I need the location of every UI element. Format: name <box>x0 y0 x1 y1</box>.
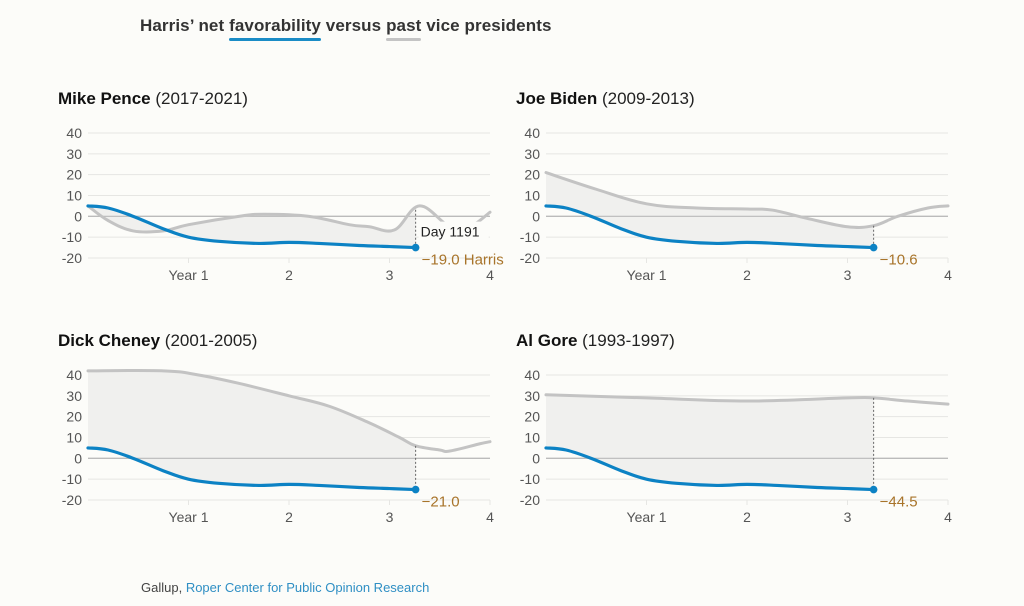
y-tick-label: 0 <box>532 208 540 224</box>
y-tick-label: 10 <box>524 430 540 446</box>
fill-between-area <box>546 394 874 490</box>
x-tick-label: 4 <box>486 509 494 525</box>
y-tick-label: 10 <box>524 188 540 204</box>
y-tick-label: 20 <box>524 167 540 183</box>
fill-between-area <box>88 205 416 248</box>
y-tick-label: 20 <box>66 167 82 183</box>
x-tick-label: 4 <box>486 267 494 283</box>
x-tick-label: 2 <box>285 267 293 283</box>
x-tick-label: Year 1 <box>627 267 667 283</box>
title-middle: versus <box>320 16 387 35</box>
vp-name: Mike Pence <box>58 89 151 108</box>
y-tick-label: 20 <box>66 409 82 425</box>
chart-svg: 40 30 20 10 0 -10 -20 Year 1 2 3 4 −10.6 <box>520 125 952 283</box>
y-tick-label: -20 <box>62 492 82 508</box>
y-tick-label: 40 <box>524 367 540 383</box>
difference-label: −10.6 <box>880 252 918 269</box>
panel-gore: Al Gore (1993-1997) 40 30 20 10 0 -10 -20 Year … <box>516 331 996 561</box>
x-tick-label: 3 <box>844 509 852 525</box>
y-tick-label: -20 <box>520 492 540 508</box>
source-text: Gallup, <box>141 580 186 595</box>
chart-svg: 40 30 20 10 0 -10 -20 Year 1 2 3 4 Day 1191 −19.0 Ha… <box>62 125 504 283</box>
y-tick-label: 0 <box>532 450 540 466</box>
y-tick-label: 30 <box>524 146 540 162</box>
y-tick-label: 30 <box>66 388 82 404</box>
vp-name: Al Gore <box>516 331 578 350</box>
source-note: Gallup, Roper Center for Public Opinion … <box>141 580 429 595</box>
fill-between-area <box>88 370 416 490</box>
harris-end-point <box>411 243 420 252</box>
x-tick-label: Year 1 <box>169 509 209 525</box>
title-suffix: vice presidents <box>421 16 552 35</box>
past-vp-line <box>544 393 950 406</box>
y-tick-label: -20 <box>62 250 82 266</box>
x-tick-label: 4 <box>944 267 952 283</box>
difference-label: −21.0 <box>422 494 460 511</box>
x-tick-label: 3 <box>386 509 394 525</box>
y-tick-label: -10 <box>520 229 540 245</box>
past-vp-line <box>544 171 950 229</box>
vp-years: (2017-2021) <box>155 89 248 108</box>
past-vp-line <box>86 368 492 453</box>
title-harris-key: favorability <box>229 16 321 41</box>
vp-years: (2009-2013) <box>601 89 695 108</box>
y-tick-label: 40 <box>524 125 540 141</box>
x-tick-label: 2 <box>743 267 751 283</box>
harris-line <box>544 204 876 250</box>
harris-end-point <box>869 243 878 252</box>
y-tick-label: -10 <box>62 229 82 245</box>
title-prefix: Harris’ net <box>140 16 230 35</box>
source-link[interactable]: Roper Center for Public Opinion Research <box>185 580 430 595</box>
chart-title: Harris’ net favorability versus past vic… <box>140 16 552 41</box>
day-label: Day 1191 <box>421 224 480 240</box>
harris-line <box>86 204 418 250</box>
x-tick-label: 2 <box>743 509 751 525</box>
y-tick-label: -10 <box>520 471 540 487</box>
y-tick-label: 40 <box>66 367 82 383</box>
chart-svg: 40 30 20 10 0 -10 -20 Year 1 2 3 4 −21.0 <box>62 367 494 525</box>
y-tick-label: 30 <box>66 146 82 162</box>
panel-title: Joe Biden (2009-2013) <box>516 89 695 109</box>
past-vp-line <box>86 204 492 234</box>
y-tick-label: 30 <box>524 388 540 404</box>
harris-line <box>544 446 876 492</box>
panel-cheney: Dick Cheney (2001-2005) 40 30 20 10 0 -10 -20 Y… <box>58 331 538 561</box>
y-tick-label: 10 <box>66 430 82 446</box>
chart-svg: 40 30 20 10 0 -10 -20 Year 1 2 3 4 −44.5 <box>520 367 952 525</box>
vp-name: Dick Cheney <box>58 331 161 350</box>
x-tick-label: 4 <box>944 509 952 525</box>
x-tick-label: Year 1 <box>169 267 209 283</box>
vp-years: (1993-1997) <box>582 331 675 350</box>
harris-end-point <box>411 485 420 494</box>
title-past-key: past <box>386 16 422 41</box>
panel-title: Al Gore (1993-1997) <box>516 331 675 351</box>
y-tick-label: 20 <box>524 409 540 425</box>
panel-biden: Joe Biden (2009-2013) 40 30 20 10 0 -10 -20 Yea… <box>516 89 996 319</box>
difference-label: −19.0 Harris <box>422 252 504 269</box>
panel-pence: Mike Pence (2017-2021) 40 30 20 10 0 -10 -20 Ye… <box>58 89 538 319</box>
y-tick-label: -10 <box>62 471 82 487</box>
day-label-bg <box>418 221 489 241</box>
x-tick-label: 2 <box>285 509 293 525</box>
x-tick-label: Year 1 <box>627 509 667 525</box>
y-tick-label: 10 <box>66 188 82 204</box>
panel-title: Mike Pence (2017-2021) <box>58 89 248 109</box>
vp-years: (2001-2005) <box>164 331 258 350</box>
x-tick-label: 3 <box>844 267 852 283</box>
y-tick-label: 40 <box>66 125 82 141</box>
fill-between-area <box>546 172 874 248</box>
y-tick-label: 0 <box>74 208 82 224</box>
vp-name: Joe Biden <box>516 89 598 108</box>
y-tick-label: 0 <box>74 450 82 466</box>
panel-title: Dick Cheney (2001-2005) <box>58 331 257 351</box>
difference-label: −44.5 <box>880 494 918 511</box>
harris-end-point <box>869 485 878 494</box>
x-tick-label: 3 <box>386 267 394 283</box>
y-tick-label: -20 <box>520 250 540 266</box>
harris-line <box>86 446 418 492</box>
